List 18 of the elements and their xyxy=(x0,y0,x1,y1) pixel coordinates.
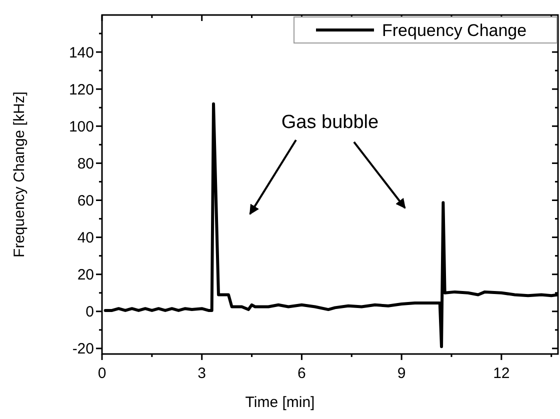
y-tick-label: -20 xyxy=(72,340,94,358)
y-tick-label: 40 xyxy=(77,230,94,247)
y-tick-label: 140 xyxy=(68,44,94,62)
legend-label: Frequency Change xyxy=(382,20,527,40)
x-tick-label: 3 xyxy=(198,365,206,382)
y-tick-label: 20 xyxy=(77,266,94,284)
y-tick-label: 80 xyxy=(77,155,94,172)
annotation: Gas bubble xyxy=(281,112,379,133)
y-axis-title: Frequency Change [kHz] xyxy=(11,92,28,258)
y-tick-label: 60 xyxy=(77,192,94,210)
x-tick-label: 6 xyxy=(298,365,306,382)
x-tick-label: 12 xyxy=(493,365,510,382)
x-axis-title: Time [min] xyxy=(245,394,315,411)
y-tick-label: 0 xyxy=(86,304,94,321)
y-tick-label: 100 xyxy=(68,118,94,136)
y-tick-label: 120 xyxy=(68,81,94,98)
x-tick-label: 9 xyxy=(397,365,406,382)
x-tick-label: 0 xyxy=(98,365,106,382)
